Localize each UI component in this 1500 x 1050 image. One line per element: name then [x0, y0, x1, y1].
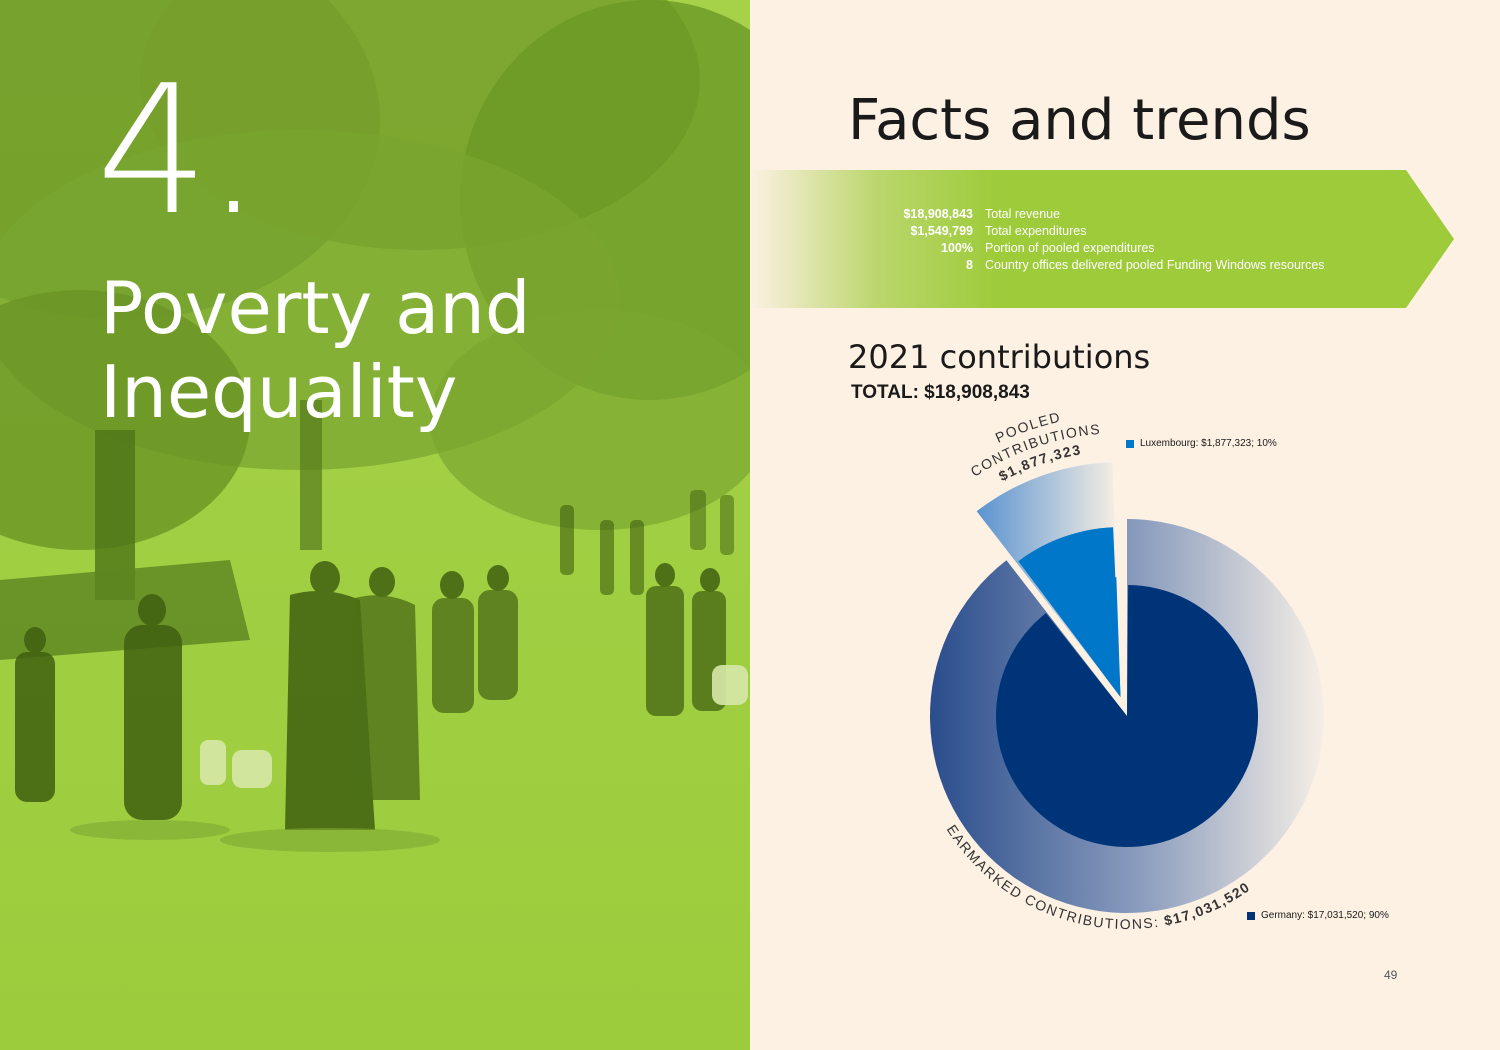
stats-list: $18,908,843 Total revenue $1,549,799 Tot… [870, 205, 1325, 273]
chapter-number: 4. [96, 47, 262, 254]
stat-row: $18,908,843 Total revenue [870, 205, 1325, 222]
stat-row: 8 Country offices delivered pooled Fundi… [870, 256, 1325, 273]
facts-page: Facts and trends $18,908,843 Total reven… [750, 0, 1500, 1050]
earmarked-inner-slice [995, 585, 1258, 848]
chapter-cover-page: 4. Poverty and Inequality [0, 0, 750, 1050]
page-number: 49 [1384, 968, 1398, 982]
stat-row: 100% Portion of pooled expenditures [870, 239, 1325, 256]
stat-row: $1,549,799 Total expenditures [870, 222, 1325, 239]
legend-label: Luxembourg: $1,877,323; 10% [1140, 438, 1277, 449]
chapter-title-line: Poverty and [100, 266, 531, 350]
stat-value: 8 [966, 257, 973, 272]
stat-label: Country offices delivered pooled Funding… [985, 257, 1325, 272]
legend-swatch [1126, 439, 1134, 448]
contributions-total: TOTAL: $18,908,843 [851, 382, 1030, 403]
legend-item-germany: Germany: $17,031,520; 90% [1247, 910, 1389, 921]
chapter-title-line: Inequality [100, 350, 458, 434]
contributions-heading: 2021 contributions [848, 338, 1151, 376]
stat-value: $1,549,799 [910, 223, 973, 238]
page-title: Facts and trends [848, 88, 1311, 153]
legend-swatch [1247, 911, 1255, 920]
stat-label: Portion of pooled expenditures [985, 240, 1155, 255]
contributions-pie-chart: POOLED CONTRIBUTIONS $1,877,323 EARMARKE… [930, 409, 1324, 932]
stat-label: Total expenditures [985, 223, 1087, 238]
legend-label: Germany: $17,031,520; 90% [1261, 910, 1389, 921]
chapter-title: Poverty and Inequality [100, 266, 660, 434]
stats-banner-arrow [750, 170, 1454, 308]
stat-value: $18,908,843 [903, 206, 973, 221]
village-photo [0, 0, 750, 1050]
legend-item-luxembourg: Luxembourg: $1,877,323; 10% [1126, 438, 1277, 449]
stat-value: 100% [941, 240, 973, 255]
stat-label: Total revenue [985, 206, 1061, 221]
pooled-core-slice [1048, 577, 1121, 698]
